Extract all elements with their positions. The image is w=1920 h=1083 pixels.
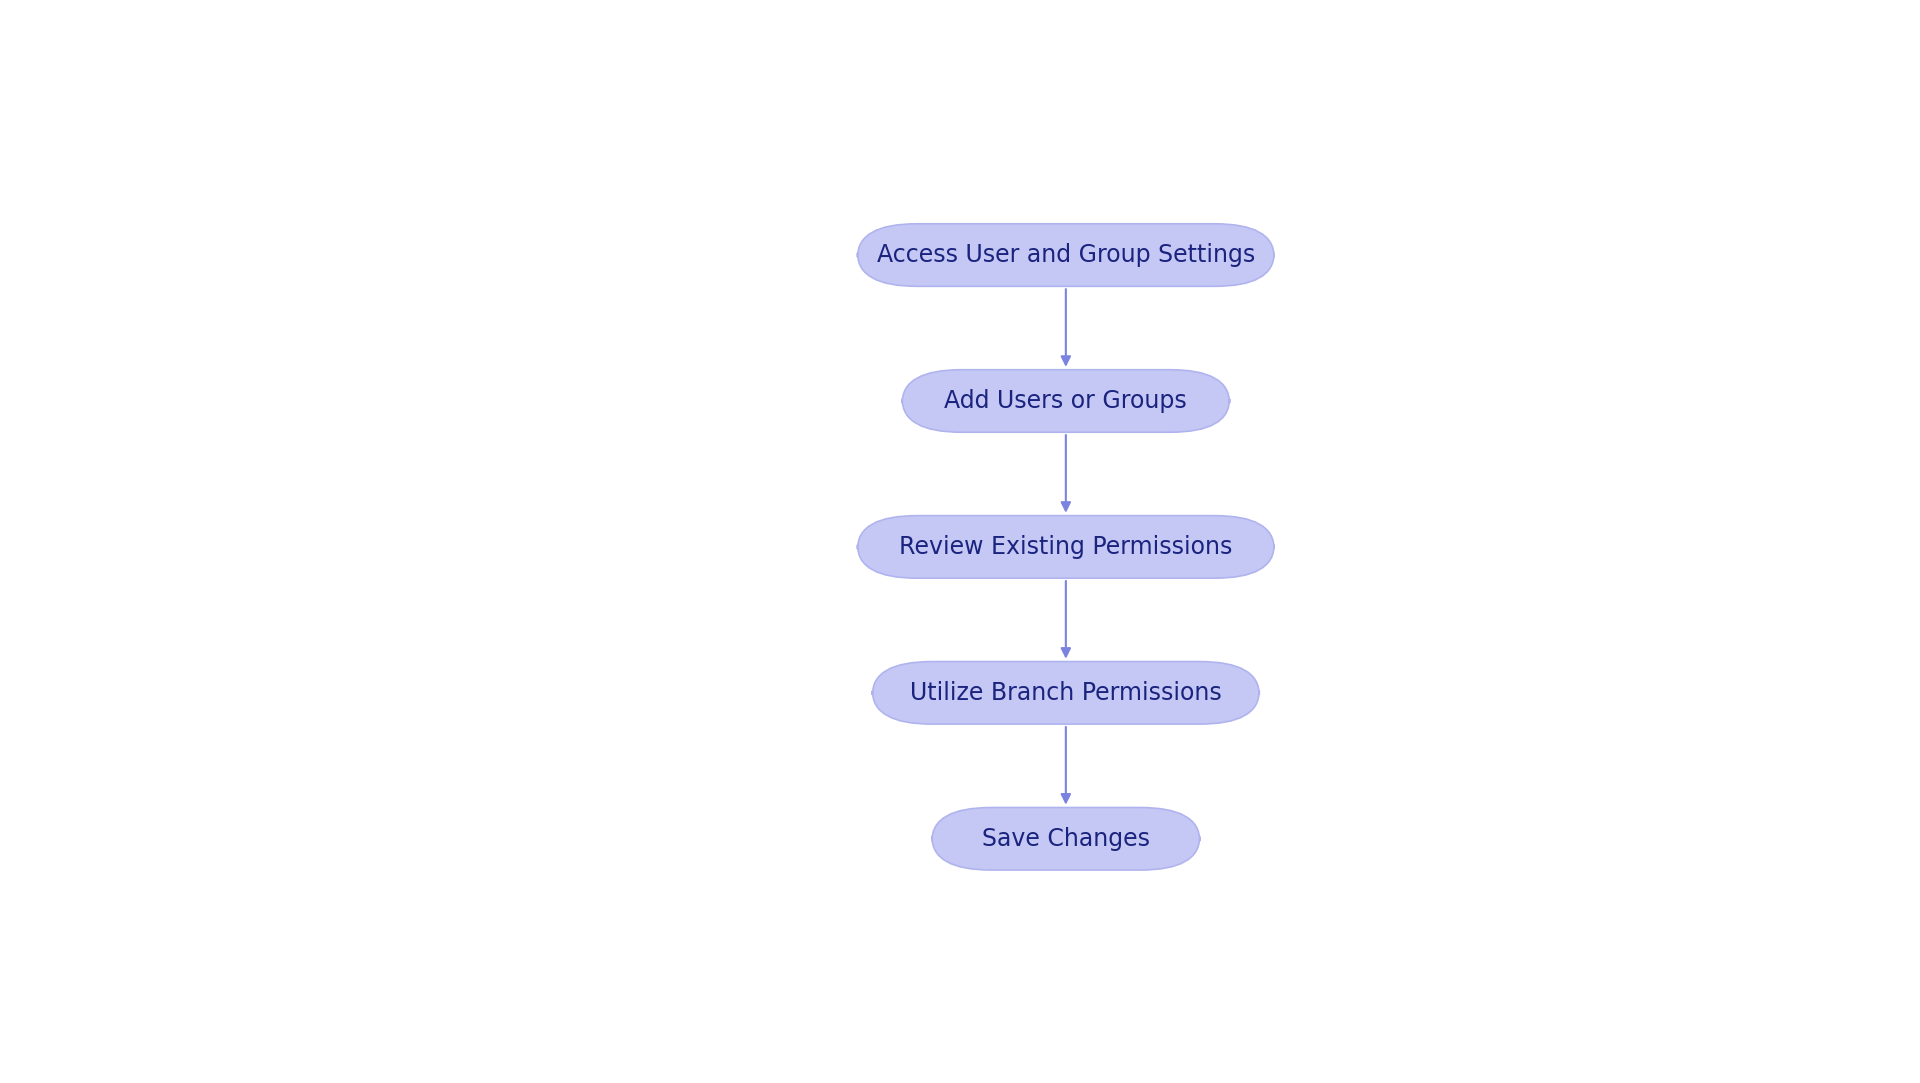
FancyBboxPatch shape xyxy=(858,224,1275,286)
FancyBboxPatch shape xyxy=(858,516,1275,578)
Text: Review Existing Permissions: Review Existing Permissions xyxy=(899,535,1233,559)
FancyBboxPatch shape xyxy=(902,369,1229,432)
Text: Access User and Group Settings: Access User and Group Settings xyxy=(877,243,1256,268)
FancyBboxPatch shape xyxy=(872,662,1260,725)
Text: Add Users or Groups: Add Users or Groups xyxy=(945,389,1187,413)
Text: Save Changes: Save Changes xyxy=(981,826,1150,851)
FancyBboxPatch shape xyxy=(931,808,1200,870)
Text: Utilize Branch Permissions: Utilize Branch Permissions xyxy=(910,681,1221,705)
